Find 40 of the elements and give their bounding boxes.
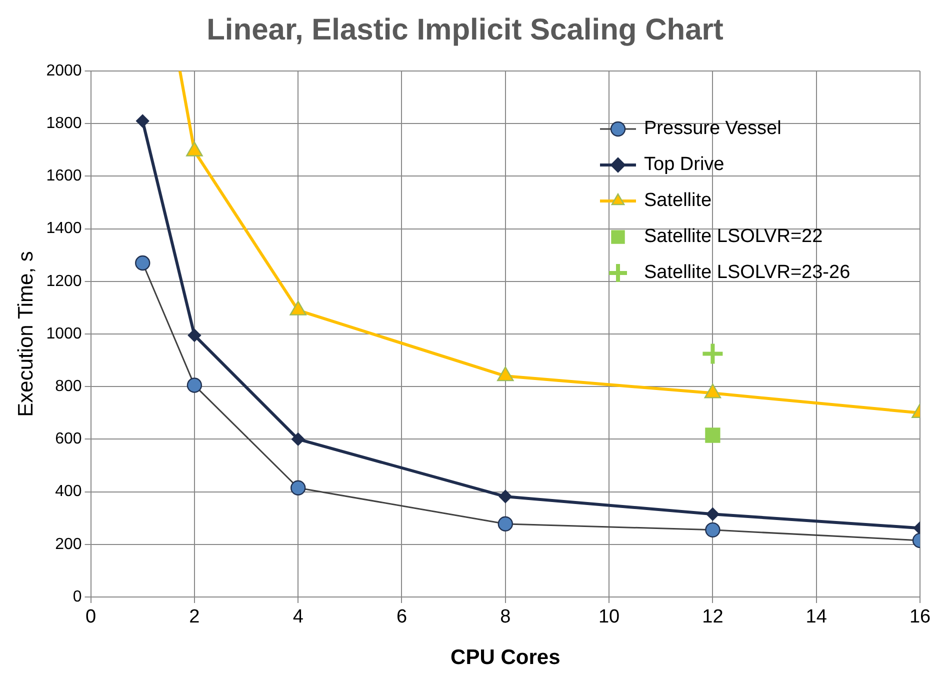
- x-tick-label: 8: [500, 606, 511, 628]
- y-tick-label: 0: [72, 588, 82, 606]
- y-tick-label: 1800: [46, 115, 82, 132]
- point: [186, 378, 202, 393]
- legend-label: Satellite LSOLVR=22: [644, 226, 823, 248]
- x-tick-label: 2: [189, 606, 200, 628]
- x-tick-label: 12: [702, 606, 724, 628]
- point: [705, 428, 720, 443]
- point: [705, 522, 720, 538]
- x-tick-label: 4: [292, 606, 304, 628]
- y-axis-title: Execution Time, s: [14, 251, 38, 417]
- y-tick-label: 200: [55, 536, 82, 553]
- y-tick-label: 1600: [46, 168, 82, 185]
- y-tick-label: 2000: [46, 62, 82, 80]
- x-tick-label: 16: [909, 606, 931, 628]
- y-tick-label: 1200: [46, 272, 82, 290]
- x-tick-label: 6: [396, 606, 408, 628]
- point: [700, 342, 725, 366]
- point: [136, 114, 150, 128]
- point: [498, 490, 512, 504]
- point: [498, 516, 513, 532]
- point: [290, 480, 306, 496]
- x-tick-label: 0: [86, 606, 96, 628]
- legend-label: Satellite: [644, 190, 712, 212]
- legend-label: Pressure Vessel: [644, 118, 782, 140]
- chart-title: Linear, Elastic Implicit Scaling Chart: [206, 13, 724, 46]
- y-tick-label: 600: [55, 430, 82, 448]
- y-tick-label: 800: [55, 378, 82, 396]
- y-tick-label: 1400: [46, 220, 82, 238]
- legend-label: Top Drive: [644, 154, 724, 176]
- point: [706, 508, 720, 521]
- point: [188, 328, 202, 342]
- x-axis-title: CPU Cores: [450, 646, 560, 670]
- legend-label: Satellite LSOLVR=23-26: [644, 262, 850, 284]
- point: [135, 255, 150, 271]
- y-tick-label: 1000: [46, 325, 82, 342]
- y-tick-label: 400: [55, 483, 82, 500]
- x-tick-label: 14: [806, 606, 828, 628]
- point: [291, 432, 305, 446]
- x-tick-label: 10: [598, 606, 620, 628]
